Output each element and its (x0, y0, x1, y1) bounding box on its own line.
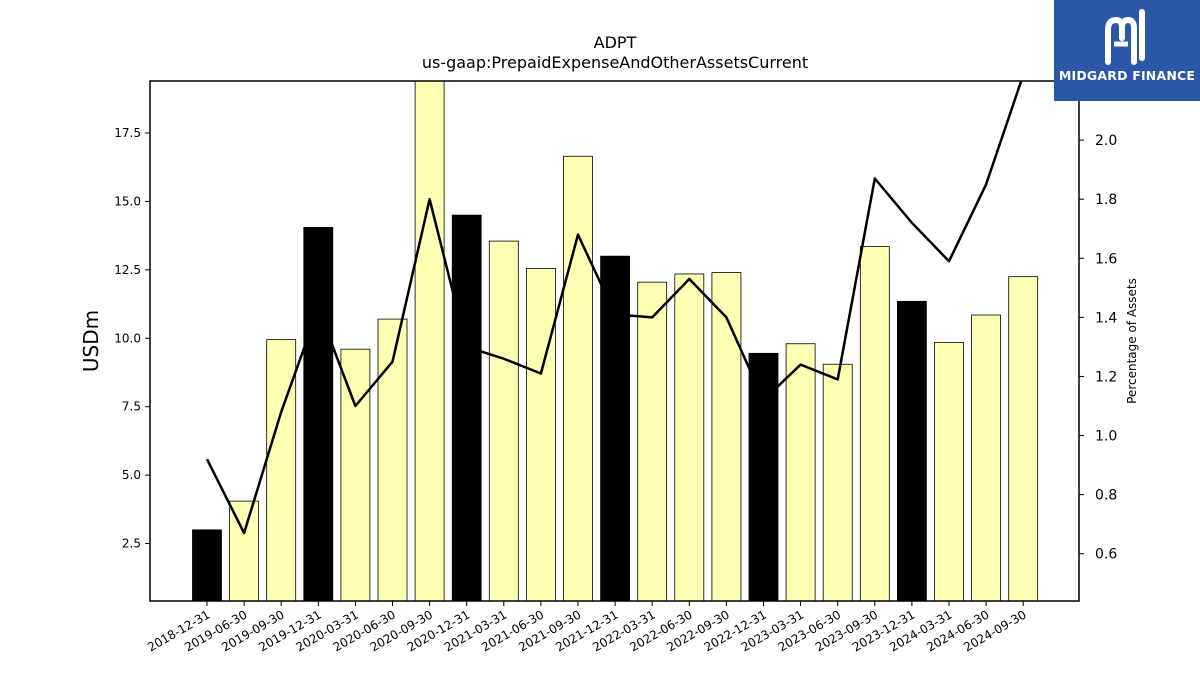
chart-subtitle: us-gaap:PrepaidExpenseAndOtherAssetsCurr… (422, 53, 808, 72)
y-tick-label: 10.0 (114, 331, 141, 345)
bar-2023-03-31 (785, 343, 816, 602)
y-tick-label: 2.5 (122, 537, 141, 551)
y2-tick-label: 0.6 (1095, 547, 1117, 563)
bar-2021-06-30 (526, 268, 556, 602)
y-tick-label: 17.5 (114, 126, 141, 140)
bar-2021-09-30 (563, 155, 593, 602)
y2-tick-label: 0.8 (1095, 488, 1117, 504)
y2-tick-label: 1.0 (1095, 429, 1117, 445)
y-axis-right-label: Percentage of Assets (1125, 278, 1139, 404)
x-axis: 2018-12-312019-06-302019-09-302019-12-31… (145, 601, 1029, 654)
bar-2024-06-30 (971, 314, 1001, 602)
y-tick-label: 15.0 (114, 194, 141, 208)
bar-2019-09-30 (266, 339, 297, 602)
bar-2024-03-31 (934, 341, 964, 602)
bar-2022-12-31 (748, 352, 779, 602)
y-tick-label: 7.5 (122, 400, 141, 414)
bar-2022-06-30 (674, 273, 705, 602)
y2-tick-label: 1.6 (1095, 251, 1117, 267)
bar-2019-06-30 (229, 500, 260, 602)
bar-2019-12-31 (303, 227, 334, 602)
bars-group (192, 80, 1039, 602)
bar-2018-12-31 (192, 529, 222, 602)
logo-text: MIDGARD FINANCE (1058, 68, 1196, 83)
bar-2020-12-31 (451, 214, 482, 602)
y2-tick-label: 1.4 (1095, 310, 1117, 326)
bar-2020-03-31 (340, 348, 371, 602)
bar-2020-09-30 (414, 80, 445, 602)
y2-tick-label: 2.0 (1095, 133, 1117, 149)
plot-frame (149, 80, 1080, 602)
bar-2023-12-31 (897, 300, 927, 602)
bar-2021-03-31 (488, 240, 519, 602)
y-tick-label: 12.5 (114, 263, 141, 277)
percentage-line (205, 81, 1023, 535)
logo-mark-icon (1105, 9, 1145, 65)
chart-title: ADPT (594, 33, 637, 52)
y2-tick-label: 1.2 (1095, 369, 1117, 385)
bar-2024-09-30 (1008, 276, 1039, 602)
logo: MIDGARD FINANCE (1054, 0, 1200, 101)
line-group (205, 81, 1023, 535)
bar-2023-06-30 (822, 363, 853, 602)
bar-2020-06-30 (377, 318, 408, 602)
bar-2021-12-31 (600, 255, 630, 602)
bar-2022-09-30 (711, 272, 742, 602)
y2-tick-label: 1.8 (1095, 192, 1117, 208)
y-tick-label: 5.0 (122, 468, 141, 482)
y-axis-right: 0.6 0.8 1.0 1.2 1.4 1.6 1.8 2.0 (1079, 133, 1117, 563)
y-axis-label: USDm (79, 310, 103, 372)
bar-2022-03-31 (637, 281, 668, 602)
bar-2023-09-30 (859, 246, 890, 602)
y-axis-left: 2.5 5.0 7.5 10.0 12.5 15.0 17.5 (114, 126, 150, 551)
